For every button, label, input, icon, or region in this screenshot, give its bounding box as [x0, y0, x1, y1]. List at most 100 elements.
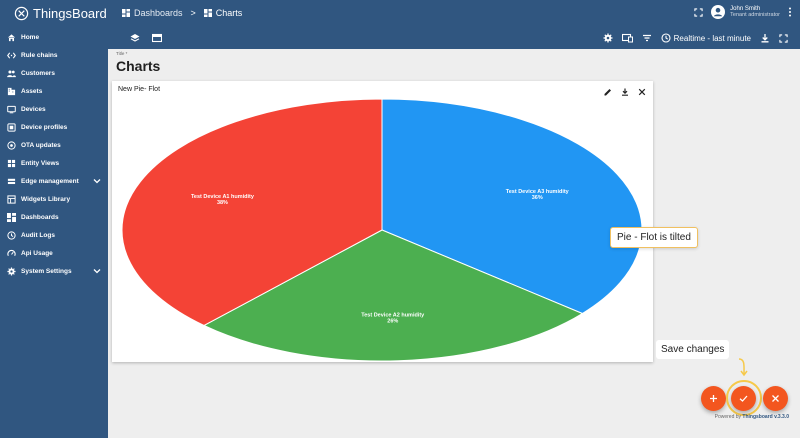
close-icon [772, 395, 779, 402]
save-highlight-ring [726, 380, 762, 416]
dashboards-icon [122, 9, 130, 17]
account-circle-icon [711, 5, 726, 19]
entity-views-icon [7, 159, 16, 167]
download-icon[interactable] [760, 33, 770, 43]
devices-other-icon[interactable] [621, 33, 633, 43]
user-menu[interactable]: John Smith Tenant administrator [711, 5, 780, 19]
pie-chart-widget[interactable]: Test Device A3 humidity 36% Test Device A2… [112, 81, 653, 362]
save-changes-button[interactable] [731, 386, 756, 411]
dashboards-icon [203, 9, 212, 17]
pie-slice-label: Test Device A2 humidity [361, 312, 425, 318]
sidebar-item-label: Widgets Library [21, 195, 71, 203]
breadcrumb: Dashboards > Charts [122, 8, 242, 18]
top-bar: ThingsBoard Dashboards > Charts John Smi… [0, 0, 800, 29]
pie-slice-value: 26% [387, 318, 398, 324]
pie-slice-value: 36% [532, 195, 543, 201]
filter-icon[interactable] [642, 33, 652, 43]
sidebar-item-label: OTA updates [21, 141, 61, 149]
sidebar-item-dashboards[interactable]: Dashboards [0, 208, 108, 226]
device-profiles-icon [7, 122, 16, 132]
sidebar-item-label: Home [21, 33, 40, 41]
close-icon[interactable] [638, 88, 646, 96]
sidebar-item-label: Assets [21, 87, 43, 95]
download-icon[interactable] [621, 88, 629, 96]
api-usage-icon [7, 249, 16, 256]
chevron-down-icon [93, 269, 101, 274]
dashboard-toolbar: Realtime - last minute [108, 29, 800, 49]
arrow-down-icon [738, 358, 748, 377]
pie-slice[interactable] [121, 98, 383, 327]
sidebar-item-home[interactable]: Home [0, 28, 108, 46]
pie-slice-label: Test Device A3 humidity [506, 189, 570, 195]
sidebar-item-label: Api Usage [21, 249, 53, 257]
sidebar-item-customers[interactable]: Customers [0, 64, 108, 82]
layers-icon[interactable] [130, 33, 140, 43]
app-name: ThingsBoard [33, 6, 107, 21]
dashboards-icon [7, 212, 16, 222]
pie-slice[interactable] [381, 98, 643, 315]
audit-logs-icon [7, 230, 16, 240]
breadcrumb-current: Charts [203, 8, 243, 18]
timewindow-selector[interactable]: Realtime - last minute [661, 33, 751, 43]
sidebar-item-label: Edge management [21, 177, 79, 185]
powered-prefix: Powered by [714, 414, 742, 420]
more-vert-icon[interactable] [788, 7, 792, 17]
assets-icon [7, 87, 16, 95]
plus-icon [710, 395, 717, 402]
sidebar-item-widgets-library[interactable]: Widgets Library [0, 190, 108, 208]
powered-brand[interactable]: Thingsboard v.3.3.0 [742, 414, 789, 420]
sidebar-item-system-settings[interactable]: System Settings [0, 262, 108, 280]
timewindow-label: Realtime - last minute [673, 33, 751, 43]
check-icon [739, 395, 748, 402]
title-field-label: Title * [116, 51, 128, 56]
pie-slice-label: Test Device A1 humidity [191, 194, 255, 200]
sidebar-item-rule-chains[interactable]: Rule chains [0, 46, 108, 64]
settings-icon[interactable] [603, 33, 613, 43]
sidebar [0, 29, 108, 438]
sidebar-item-entity-views[interactable]: Entity Views [0, 154, 108, 172]
pie-slice[interactable] [202, 229, 584, 362]
breadcrumb-dashboards-label: Dashboards [134, 8, 183, 18]
breadcrumb-current-label: Charts [215, 8, 243, 18]
devices-icon [7, 105, 16, 113]
widget-title: New Pie- Flot [118, 86, 161, 93]
settings-icon [7, 266, 16, 276]
edit-icon[interactable] [604, 88, 612, 96]
dashboard-layout-icon[interactable] [152, 33, 162, 43]
annotation-save-changes: Save changes [656, 340, 730, 359]
breadcrumb-dashboards[interactable]: Dashboards [122, 8, 183, 18]
rule-chains-icon [7, 51, 16, 59]
app-logo[interactable]: ThingsBoard [14, 6, 107, 21]
sidebar-item-label: Device profiles [21, 123, 68, 131]
add-widget-button[interactable] [701, 386, 726, 411]
powered-by: Powered by Thingsboard v.3.3.0 [715, 414, 789, 420]
sidebar-item-label: Dashboards [21, 213, 59, 221]
page-title[interactable]: Charts [116, 58, 161, 74]
ota-updates-icon [7, 140, 16, 150]
user-role: Tenant administrator [730, 12, 780, 19]
widgets-icon [7, 194, 16, 204]
sidebar-item-edge-management[interactable]: Edge management [0, 172, 108, 190]
sidebar-item-devices[interactable]: Devices [0, 100, 108, 118]
sidebar-item-ota-updates[interactable]: OTA updates [0, 136, 108, 154]
customers-icon [7, 69, 16, 77]
sidebar-item-label: Audit Logs [21, 231, 55, 239]
sidebar-item-audit-logs[interactable]: Audit Logs [0, 226, 108, 244]
pie-slice-value: 38% [217, 200, 228, 206]
annotation-pie-tilted: Pie - Flot is tilted [610, 227, 698, 248]
chevron-down-icon [93, 179, 101, 184]
sidebar-item-label: Entity Views [21, 159, 60, 167]
sidebar-nav: Home Rule chains Customers Assets Device… [0, 28, 108, 280]
discard-changes-button[interactable] [763, 386, 788, 411]
sidebar-item-label: System Settings [21, 267, 72, 275]
fullscreen-icon[interactable] [779, 33, 788, 43]
sidebar-item-assets[interactable]: Assets [0, 82, 108, 100]
sidebar-item-api-usage[interactable]: Api Usage [0, 244, 108, 262]
fullscreen-icon[interactable] [694, 7, 703, 17]
breadcrumb-separator: > [190, 8, 196, 18]
sidebar-item-label: Rule chains [21, 51, 58, 59]
sidebar-item-label: Customers [21, 69, 55, 77]
clock-icon [661, 33, 671, 43]
sidebar-item-device-profiles[interactable]: Device profiles [0, 118, 108, 136]
